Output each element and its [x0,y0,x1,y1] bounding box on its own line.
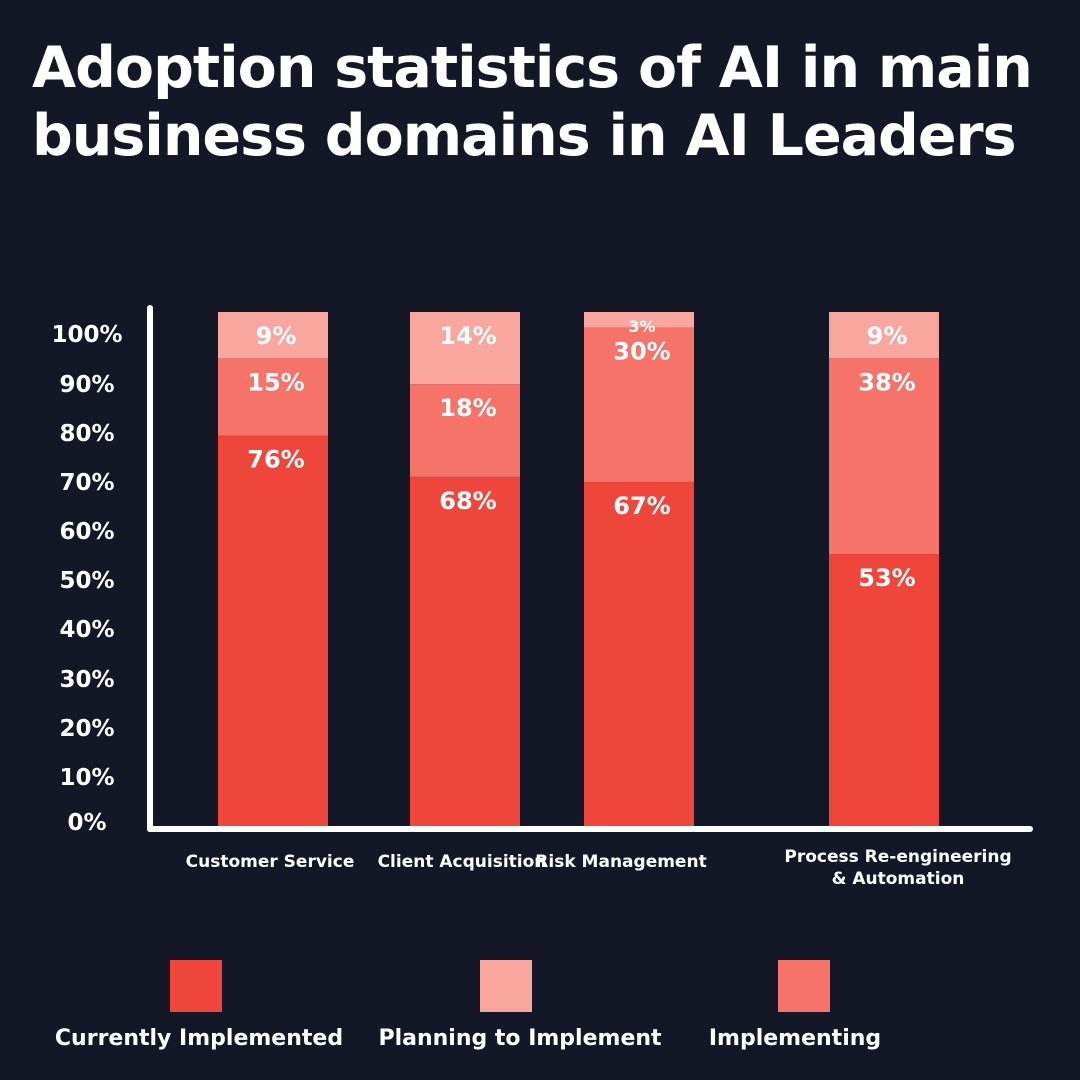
legend-swatch-planning-to-implement [480,960,532,1012]
x-category-label: Client Acquisition [378,852,547,872]
bar-segment [584,327,694,482]
y-tick-label: 100% [51,322,122,348]
y-tick-label: 50% [59,568,114,594]
y-tick-label: 0% [67,810,106,836]
bar-segment [829,358,939,555]
bar-segment [218,358,328,436]
data-label: 3% [628,317,655,336]
y-tick-label: 40% [59,617,114,643]
data-label: 9% [256,322,297,350]
data-label: 15% [247,368,304,396]
data-label: 30% [613,337,670,365]
x-category-label: Risk Management [535,852,706,872]
data-label: 53% [858,564,915,592]
data-label: 67% [613,492,670,520]
data-label: 14% [439,322,496,350]
y-tick-label: 80% [59,421,114,447]
legend-swatch-implementing [778,960,830,1012]
y-tick-label: 30% [59,667,114,693]
y-tick-label: 90% [59,372,114,398]
bar-segment [218,435,328,827]
bar-segment [410,384,520,477]
legend-swatch-currently-implemented [170,960,222,1012]
x-category-label: Customer Service [186,852,355,872]
legend-label-planning-to-implement: Planning to Implement [378,1026,662,1051]
bar-segment [584,481,694,827]
bar-segment [410,312,520,385]
y-tick-label: 70% [59,470,114,496]
y-tick-label: 10% [59,765,114,791]
data-label: 9% [867,322,908,350]
data-label: 76% [247,446,304,474]
y-tick-label: 20% [59,716,114,742]
legend-label-implementing: Implementing [708,1026,882,1051]
data-label: 38% [858,368,915,396]
chart-legend: Currently Implemented Planning to Implem… [0,958,1080,1068]
bar-segment [829,554,939,827]
y-tick-label: 60% [59,519,114,545]
x-category-label: Process Re-engineering [784,847,1011,867]
data-label: 68% [439,487,496,515]
legend-label-currently-implemented: Currently Implemented [54,1026,344,1051]
bar-segment [584,312,694,328]
bar-segment [218,312,328,359]
data-label: 18% [439,394,496,422]
x-category-label: & Automation [832,869,965,889]
bar-segment [829,312,939,359]
stacked-bar-chart: 0% 10% 20% 30% 40% 50% 60% 70% 80% 90% 100% 76% 15% 9… [51,305,1033,889]
chart-title: Adoption statistics of AI in main busine… [32,35,1033,169]
bar-segment [410,476,520,827]
